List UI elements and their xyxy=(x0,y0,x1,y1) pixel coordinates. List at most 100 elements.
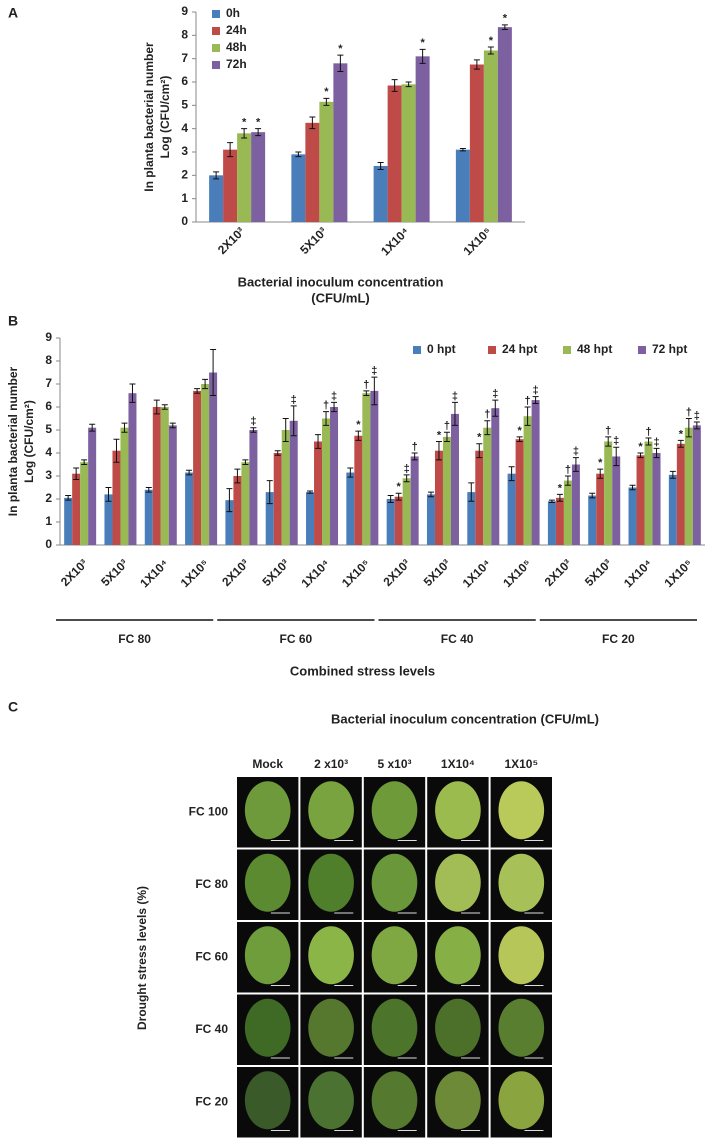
significance-marker: * xyxy=(598,457,603,469)
panel-label: B xyxy=(8,313,18,329)
significance-marker: ‡ xyxy=(371,365,377,377)
significance-marker: * xyxy=(338,43,343,55)
error-bar xyxy=(377,162,384,170)
bar xyxy=(442,436,451,545)
bar xyxy=(305,122,320,222)
bar xyxy=(237,133,252,222)
error-bar xyxy=(613,446,620,467)
photo-title: Bacterial inoculum concentration (CFU/mL… xyxy=(331,711,599,726)
significance-marker: * xyxy=(324,86,329,98)
y-tick-label: 1 xyxy=(181,191,188,205)
photo-column-label: 5 x10³ xyxy=(377,757,411,771)
y-axis-label: In planta bacterial number Log (CFU/cm²) xyxy=(142,42,172,192)
significance-marker: ‡ xyxy=(492,388,498,400)
error-bar xyxy=(435,441,442,461)
leaf xyxy=(371,781,418,840)
error-bar xyxy=(113,438,120,463)
error-bar xyxy=(226,488,233,513)
bar xyxy=(201,384,210,545)
significance-marker: * xyxy=(638,441,643,453)
error-bar xyxy=(255,128,262,137)
error-bar xyxy=(419,48,426,64)
bar xyxy=(547,501,556,545)
significance-marker: * xyxy=(679,428,684,440)
bar xyxy=(415,56,430,223)
significance-marker: ‡ xyxy=(694,410,700,422)
error-bar xyxy=(105,487,112,502)
significance-marker: * xyxy=(517,425,522,437)
x-tick-label: 1X10⁵ xyxy=(500,556,534,590)
y-tick-label: 7 xyxy=(45,376,52,390)
error-bar xyxy=(161,404,168,410)
y-tick-label: 0 xyxy=(181,214,188,228)
error-bar xyxy=(309,116,316,130)
error-bar xyxy=(443,431,450,442)
bar xyxy=(676,443,685,545)
x-tick-label: 5X10³ xyxy=(582,556,615,589)
significance-marker: † xyxy=(412,441,418,453)
significance-marker: * xyxy=(242,117,247,129)
bar xyxy=(120,427,129,545)
error-bar xyxy=(331,401,338,413)
x-tick-label: 1X10⁴ xyxy=(137,556,171,590)
error-bar xyxy=(391,79,398,92)
legend-swatch xyxy=(563,346,571,354)
bar xyxy=(402,478,411,545)
error-bar xyxy=(241,128,248,139)
significance-marker: ‡ xyxy=(291,394,297,406)
y-tick-label: 8 xyxy=(181,28,188,42)
bar xyxy=(152,407,161,545)
bar xyxy=(684,427,693,545)
legend-label: 48h xyxy=(226,40,247,54)
bar xyxy=(491,408,500,545)
y-tick-label: 9 xyxy=(181,4,188,18)
error-bar xyxy=(468,482,475,502)
leaf xyxy=(308,926,354,985)
significance-marker: * xyxy=(558,482,563,494)
leaf xyxy=(244,998,291,1057)
x-tick-label: 1X10⁴ xyxy=(621,556,655,590)
bar xyxy=(193,390,202,545)
error-bar xyxy=(405,81,412,88)
error-bar xyxy=(492,399,499,417)
leaf xyxy=(498,998,545,1057)
bar xyxy=(322,418,331,545)
leaf xyxy=(308,1071,354,1130)
bar xyxy=(249,430,258,545)
error-bar xyxy=(227,142,234,158)
y-axis-label-line: Log (CFU/cm²) xyxy=(22,400,36,483)
error-bar xyxy=(387,495,394,503)
x-tick-label: 5X10³ xyxy=(421,556,454,589)
bar xyxy=(265,492,274,545)
significance-marker: ‡ xyxy=(573,446,579,458)
leaf xyxy=(308,853,354,912)
significance-marker: ‡ xyxy=(331,390,337,402)
error-bar xyxy=(323,97,330,106)
photo-row-label: FC 20 xyxy=(195,1094,228,1108)
error-bar xyxy=(605,436,612,447)
error-bar xyxy=(564,475,571,486)
bar xyxy=(104,494,113,545)
bar xyxy=(612,456,621,545)
error-bar xyxy=(476,443,483,459)
bar xyxy=(64,497,73,545)
error-bar xyxy=(290,405,297,437)
x-axis-label: Combined stress levels xyxy=(290,663,435,678)
significance-marker: † xyxy=(323,400,329,412)
bar xyxy=(373,166,388,222)
error-bar xyxy=(210,349,217,396)
bar xyxy=(289,420,298,545)
error-bar xyxy=(186,469,193,476)
bar xyxy=(223,149,238,222)
bar xyxy=(588,495,597,545)
bar xyxy=(497,27,512,222)
bar xyxy=(144,489,153,545)
leaf xyxy=(371,926,418,985)
leaf xyxy=(244,853,291,912)
leaf xyxy=(308,781,354,840)
bar xyxy=(209,372,218,545)
significance-marker: † xyxy=(605,425,611,437)
x-tick-label: 1X10⁴ xyxy=(460,556,494,590)
bar xyxy=(387,85,402,222)
x-tick-label: 1X10⁵ xyxy=(661,556,695,590)
